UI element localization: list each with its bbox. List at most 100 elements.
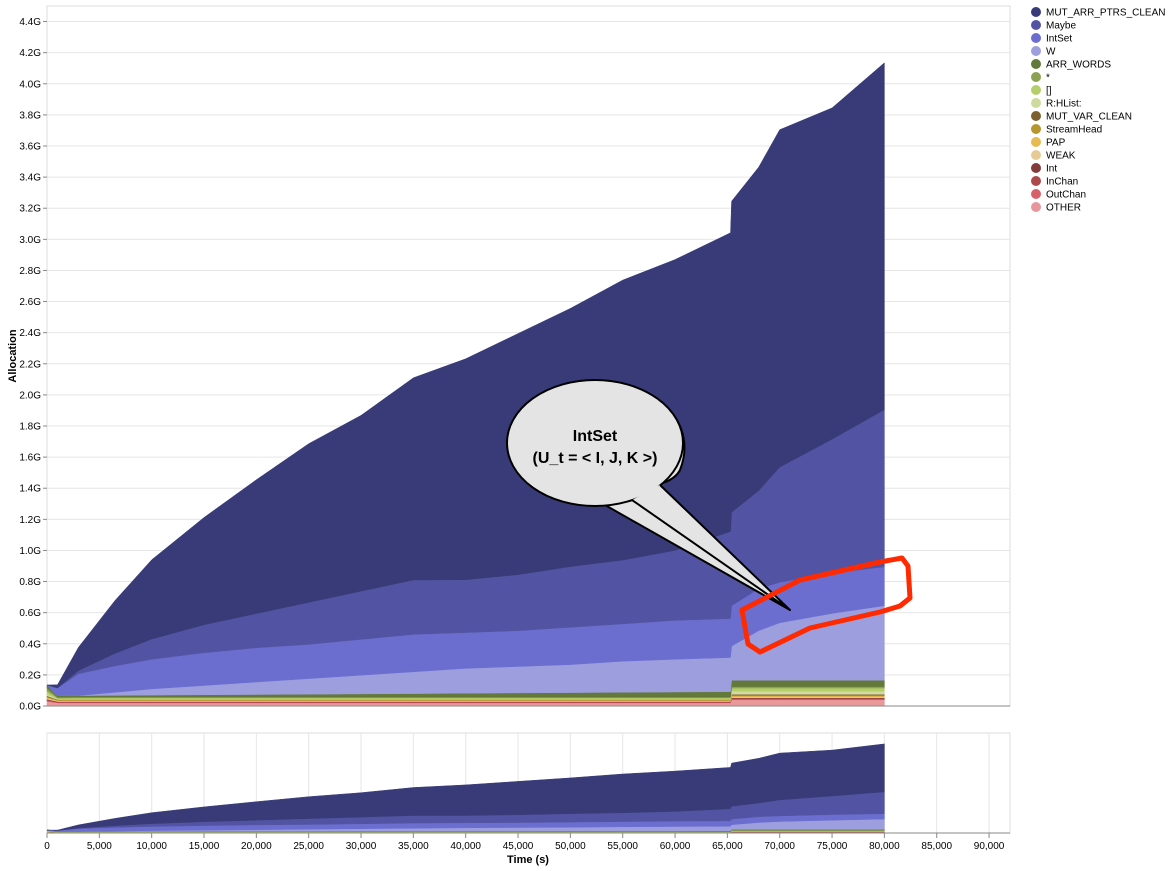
legend-item[interactable]: Maybe — [1031, 20, 1076, 32]
y-tick-label: 2.2G — [19, 359, 41, 370]
overview-plot: 0 5,000 10,000 15,000 20,000 25,000 30,000 35,0… — [44, 732, 1011, 866]
legend-swatch — [1031, 72, 1041, 82]
y-tick-label: 1.8G — [19, 422, 41, 433]
legend-label: MUT_VAR_CLEAN — [1046, 112, 1132, 123]
y-tick-label: 2.6G — [19, 297, 41, 308]
x-tick-label: 85,000 — [921, 841, 952, 852]
legend-swatch — [1031, 20, 1041, 30]
legend-item[interactable]: [] — [1031, 85, 1052, 97]
legend-swatch — [1031, 46, 1041, 56]
y-tick-label: 2.0G — [19, 390, 41, 401]
y-tick-label: 1.2G — [19, 515, 41, 526]
x-tick-label: 20,000 — [241, 841, 272, 852]
legend-label: Int — [1046, 164, 1057, 175]
y-tick-label: 4.2G — [19, 48, 41, 59]
main-plot: 0.0G 0.2G 0.4G 0.6G 0.8G 1.0G 1.2G 1.4G 1.6G 1.8G… — [7, 5, 1011, 713]
main-y-axis: 0.0G 0.2G 0.4G 0.6G 0.8G 1.0G 1.2G 1.4G 1.6G 1.8G… — [19, 17, 47, 713]
legend-label: PAP — [1046, 138, 1066, 149]
y-tick-label: 0.6G — [19, 608, 41, 619]
legend-item[interactable]: IntSet — [1031, 33, 1072, 45]
legend-swatch — [1031, 33, 1041, 43]
x-tick-label: 75,000 — [817, 841, 848, 852]
legend-label: OTHER — [1046, 203, 1081, 214]
x-tick-label: 10,000 — [136, 841, 167, 852]
legend-item[interactable]: StreamHead — [1031, 124, 1102, 136]
legend-swatch — [1031, 189, 1041, 199]
y-tick-label: 2.4G — [19, 328, 41, 339]
legend-label: * — [1046, 73, 1050, 84]
legend-label: W — [1046, 47, 1056, 58]
legend-label: IntSet — [1046, 34, 1072, 45]
legend-item[interactable]: W — [1031, 46, 1056, 58]
y-tick-label: 0.8G — [19, 577, 41, 588]
legend-label: StreamHead — [1046, 125, 1102, 136]
x-tick-label: 65,000 — [712, 841, 743, 852]
x-tick-label: 0 — [44, 841, 50, 852]
x-tick-label: 15,000 — [189, 841, 220, 852]
x-tick-label: 45,000 — [503, 841, 534, 852]
legend-label: WEAK — [1046, 151, 1076, 162]
x-tick-label: 25,000 — [293, 841, 324, 852]
legend-swatch — [1031, 163, 1041, 173]
legend-item[interactable]: InChan — [1031, 176, 1078, 188]
y-tick-label: 0.0G — [19, 702, 41, 713]
callout-bubble-tail — [631, 484, 791, 611]
x-axis-title: Time (s) — [507, 854, 549, 866]
legend-swatch — [1031, 202, 1041, 212]
intset-annotation: IntSet (U_t = < I, J, K >) — [506, 379, 913, 655]
callout-bubble-body — [506, 379, 684, 507]
legend-item[interactable]: Int — [1031, 163, 1057, 175]
legend-item[interactable]: PAP — [1031, 137, 1066, 149]
y-tick-label: 3.8G — [19, 110, 41, 121]
y-tick-label: 4.0G — [19, 79, 41, 90]
x-tick-label: 5,000 — [87, 841, 112, 852]
legend-label: R:HList: — [1046, 99, 1082, 110]
y-tick-label: 1.6G — [19, 453, 41, 464]
x-tick-label: 55,000 — [607, 841, 638, 852]
legend-swatch — [1031, 176, 1041, 186]
x-tick-label: 35,000 — [398, 841, 429, 852]
legend-item[interactable]: ARR_WORDS — [1031, 59, 1111, 71]
callout-title: IntSet — [573, 428, 618, 445]
legend-swatch — [1031, 111, 1041, 121]
legend-item[interactable]: * — [1031, 72, 1050, 84]
legend-label: MUT_ARR_PTRS_CLEAN — [1046, 8, 1165, 19]
x-tick-label: 70,000 — [764, 841, 795, 852]
x-tick-label: 30,000 — [346, 841, 377, 852]
y-tick-label: 3.4G — [19, 173, 41, 184]
legend-label: OutChan — [1046, 190, 1086, 201]
legend-label: Maybe — [1046, 21, 1076, 32]
y-axis-title: Allocation — [7, 329, 19, 382]
legend-item[interactable]: MUT_VAR_CLEAN — [1031, 111, 1132, 123]
intset-highlight-outline — [739, 555, 913, 655]
x-tick-label: 80,000 — [869, 841, 900, 852]
legend-item[interactable]: R:HList: — [1031, 98, 1082, 110]
y-tick-label: 3.2G — [19, 204, 41, 215]
legend-item[interactable]: WEAK — [1031, 150, 1076, 162]
x-axis: 0 5,000 10,000 15,000 20,000 25,000 30,000 35,0… — [44, 833, 1005, 852]
y-tick-label: 0.4G — [19, 639, 41, 650]
legend-label: InChan — [1046, 177, 1078, 188]
y-tick-label: 3.6G — [19, 142, 41, 153]
callout-subtitle: (U_t = < I, J, K >) — [533, 450, 658, 467]
legend-item[interactable]: OTHER — [1031, 202, 1081, 214]
y-tick-label: 1.4G — [19, 484, 41, 495]
x-tick-label: 60,000 — [660, 841, 691, 852]
area-mut-arr-ptrs-clean-overview — [46, 743, 885, 831]
y-tick-label: 1.0G — [19, 546, 41, 557]
legend-swatch — [1031, 98, 1041, 108]
legend-swatch — [1031, 124, 1041, 134]
legend-label: [] — [1046, 86, 1052, 97]
legend-label: ARR_WORDS — [1046, 60, 1111, 71]
legend-item[interactable]: OutChan — [1031, 189, 1086, 201]
legend-swatch — [1031, 150, 1041, 160]
x-tick-label: 50,000 — [555, 841, 586, 852]
y-tick-label: 2.8G — [19, 266, 41, 277]
y-tick-label: 4.4G — [19, 17, 41, 28]
legend-swatch — [1031, 85, 1041, 95]
legend-item[interactable]: MUT_ARR_PTRS_CLEAN — [1031, 7, 1165, 19]
legend: MUT_ARR_PTRS_CLEAN Maybe IntSet W ARR_WORDS *… — [1031, 7, 1165, 214]
legend-swatch — [1031, 59, 1041, 69]
x-tick-label: 40,000 — [450, 841, 481, 852]
